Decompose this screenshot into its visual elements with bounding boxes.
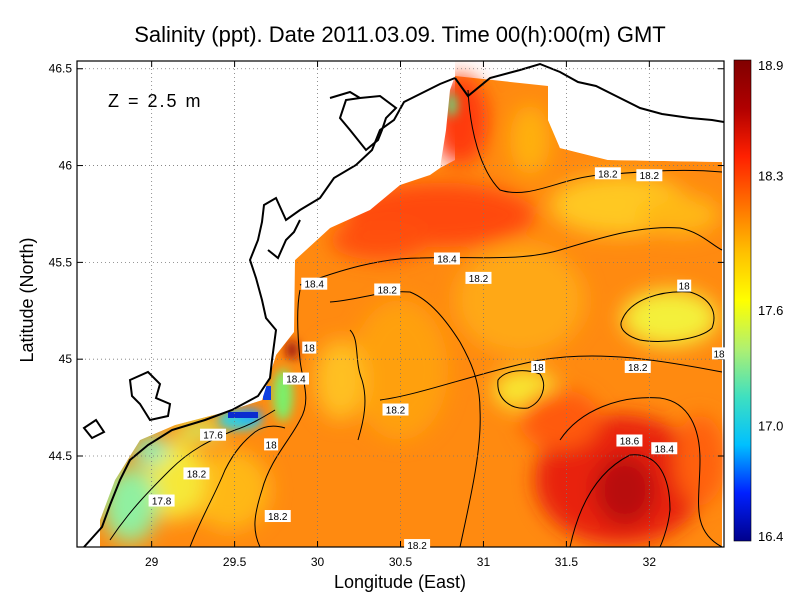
contour-label-bg (374, 283, 401, 296)
contour-label: 18.4 (655, 444, 675, 455)
contour-label: 18.2 (187, 469, 207, 480)
contour-label: 18.4 (437, 254, 457, 265)
contour-labels: 18.2 18.2 18.4 18.2 18.4 18.2 18 18 18.4 18 18.2 18… (148, 167, 727, 552)
salinity-field-blobs (102, 75, 724, 545)
colorbar (733, 59, 752, 542)
x-axis-label: Longitude (East) (334, 572, 466, 592)
contour-label-bg (677, 279, 692, 292)
plot-area (77, 61, 724, 547)
colorbar-tick-label: 16.4 (758, 529, 783, 544)
contour-label-bg (465, 271, 492, 284)
contour-label: 18.2 (640, 171, 660, 182)
y-tick-label: 46.5 (49, 62, 73, 76)
chart-title: Salinity (ppt). Date 2011.03.09. Time 00… (134, 22, 665, 47)
x-tick-label: 30.5 (389, 555, 413, 569)
y-tick-label: 45 (59, 352, 73, 366)
x-tick-label: 32 (643, 555, 657, 569)
contour-label-bg (183, 467, 210, 480)
colorbar-tick-label: 18.9 (758, 58, 783, 73)
contour-label-bg (712, 347, 727, 360)
contour-label-bg (148, 494, 175, 507)
contour-label-bg (264, 438, 279, 451)
contour-label-bg (531, 360, 546, 373)
colorbar-tick-label: 17.0 (758, 419, 783, 434)
land-mask (77, 61, 455, 547)
contour-label: 18 (713, 349, 725, 360)
contour-label-bg (624, 360, 651, 373)
coastline-nw-river (338, 94, 398, 152)
contour-label: 18.2 (469, 274, 489, 285)
contour-label: 18.4 (304, 280, 324, 291)
coastline-west (128, 370, 172, 422)
x-axis-ticks: 29 29.5 30 30.5 31 31.5 32 (145, 61, 656, 569)
contour-label: 18.2 (598, 169, 618, 180)
colorbar-tick-label: 17.6 (758, 303, 783, 318)
coastline-delta (267, 219, 301, 260)
x-tick-label: 29.5 (223, 555, 247, 569)
colorbar-ticks: 16.4 17.0 17.6 18.3 18.9 (758, 58, 783, 544)
coastline-east (454, 62, 724, 123)
contour-label: 18.2 (628, 363, 648, 374)
contour-label-bg (651, 442, 678, 455)
contour-label-bg (302, 341, 317, 354)
coastline-lake (82, 418, 106, 440)
contour-label-bg (594, 167, 621, 180)
deep-blue-patch-2 (263, 386, 271, 400)
y-axis-label: Latitude (North) (17, 237, 37, 362)
contour-label-bg (382, 403, 409, 416)
contour-label: 18 (679, 282, 691, 293)
grid-lines (77, 61, 724, 547)
contour-label: 17.8 (152, 497, 172, 508)
contour-label: 17.6 (203, 431, 223, 442)
contour-label-bg (264, 510, 291, 523)
contour-label: 18.2 (407, 541, 427, 552)
contour-label-bg (433, 252, 460, 265)
coastline (83, 77, 456, 547)
depth-annotation: Z = 2.5 m (108, 91, 203, 111)
y-tick-label: 45.5 (49, 255, 73, 269)
y-axis-ticks: 44.5 45 45.5 46 46.5 (49, 62, 724, 463)
contour-label: 18 (304, 344, 316, 355)
x-tick-label: 31 (477, 555, 491, 569)
contour-label: 18.2 (377, 285, 397, 296)
x-tick-label: 31.5 (555, 555, 579, 569)
y-tick-label: 46 (59, 159, 73, 173)
contour-label: 18 (266, 440, 278, 451)
contour-label-bg (616, 434, 643, 447)
contour-label-bg (636, 169, 663, 182)
deep-blue-patch (228, 412, 258, 418)
x-tick-label: 29 (145, 555, 159, 569)
contour-label: 18.2 (386, 406, 406, 417)
colorbar-tick-label: 18.3 (758, 168, 783, 183)
contour-lines (109, 89, 723, 547)
coastline-nw-loop (329, 90, 361, 99)
x-tick-label: 30 (311, 555, 325, 569)
contour-label: 18.2 (268, 512, 288, 523)
contour-label-bg (404, 539, 431, 552)
contour-label: 18.4 (286, 375, 306, 386)
contour-label-bg (200, 428, 227, 441)
contour-label-bg (282, 372, 309, 385)
y-tick-label: 44.5 (49, 449, 73, 463)
contour-label: 18.6 (620, 437, 640, 448)
contour-label: 18 (533, 363, 545, 374)
land-mask-ne (548, 61, 724, 162)
contour-label-bg (301, 277, 328, 290)
